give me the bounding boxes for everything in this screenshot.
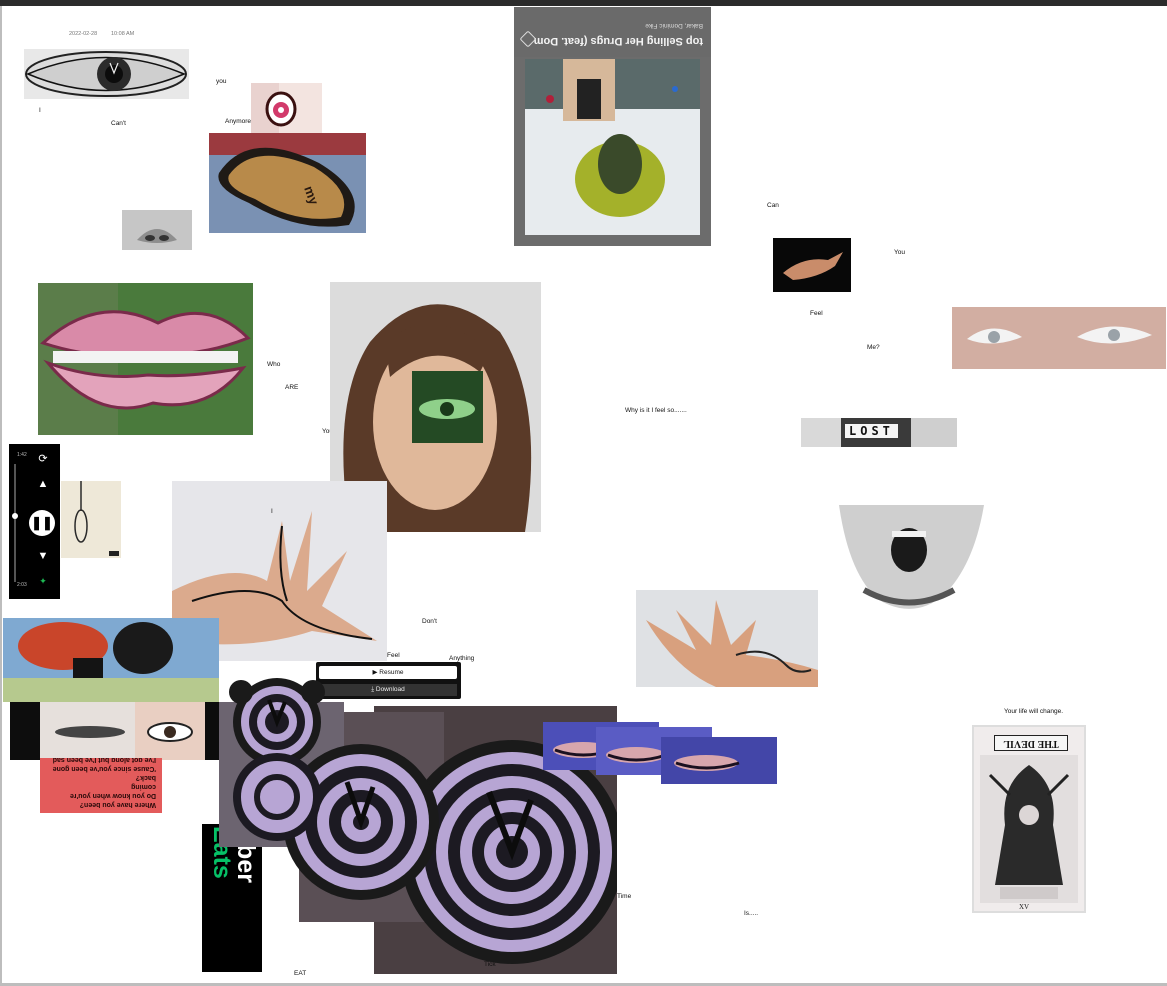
word-eat: EAT — [294, 970, 307, 977]
screaming-face-image — [834, 505, 989, 616]
repeat-icon[interactable]: ⟳ — [38, 453, 48, 465]
player-progress-knob[interactable] — [12, 513, 18, 519]
lips-painting-image — [38, 283, 253, 435]
hand-dark-image — [773, 238, 851, 292]
word-dont: Don't — [422, 618, 437, 625]
word-tick: Tick — [484, 961, 496, 968]
lyrics-line-3: back? — [135, 774, 156, 781]
word-are: ARE — [285, 384, 299, 391]
word-anymore: Anymore — [225, 118, 252, 125]
word-i-top: I — [39, 107, 41, 114]
word-i-hand: I — [271, 508, 273, 515]
lyrics-line-2: Do you know when you're coming — [69, 783, 156, 799]
word-you-mid: You — [322, 428, 333, 435]
player-progress-track[interactable] — [14, 464, 16, 582]
tattooed-hand-image — [636, 590, 818, 687]
word-you-top: you — [216, 78, 227, 85]
top-bar — [0, 0, 1167, 6]
canvas-bottom-edge — [0, 983, 1167, 986]
eye-drawing-svg — [25, 51, 187, 97]
word-feel-bottom: Feel — [387, 652, 400, 659]
tarot-numeral: XV — [1019, 903, 1030, 911]
anime-eye-image — [251, 83, 322, 133]
green-eye-inset-image — [412, 371, 483, 443]
lyrics-card: Where have you been? Do you know when yo… — [40, 758, 162, 813]
uber-eats-logo: Uber Eats — [202, 824, 262, 972]
media-player-strip: 1:42 2:03 ⟳ ▲ ❚❚ ▼ ✦ — [9, 444, 60, 599]
word-me: Me? — [867, 344, 880, 351]
word-who: Who — [267, 361, 281, 368]
song-cover-card: top Selling Her Drugs (feat. Dom Bakar, … — [514, 7, 711, 246]
white-lash-eyes-image — [952, 307, 1166, 369]
eye-drawing-image — [24, 49, 189, 99]
date-stamp: 2022-02-28 — [69, 31, 98, 37]
lyrics-line-4: 'Cause since you've been gone — [52, 765, 156, 772]
resume-button[interactable]: ▶ Resume — [319, 666, 457, 679]
word-can: Can — [767, 202, 779, 209]
lyrics-line-5: I've got along but I've been sad — [52, 758, 156, 763]
download-label: Download — [375, 686, 405, 693]
shuffle-icon[interactable]: ✦ — [39, 576, 47, 586]
spiral-clocks-collage — [219, 678, 617, 974]
lost-label-image: LOST — [801, 418, 957, 447]
spiral-clock-medium — [283, 744, 439, 900]
word-is: Is..... — [744, 910, 759, 917]
drawn-hand-image — [172, 481, 387, 661]
song-title: top Selling Her Drugs (feat. Dom — [533, 35, 703, 47]
player-total-time: 2:03 — [17, 582, 27, 588]
noose-album-image — [61, 481, 121, 558]
lyrics-line-1: Where have you been? — [79, 801, 156, 808]
next-track-icon[interactable]: ▼ — [37, 550, 49, 562]
galaxy-eye-3-image — [661, 737, 777, 784]
song-cover-art — [525, 59, 700, 235]
tarot-title: THE DEVIL — [994, 735, 1068, 751]
download-button[interactable]: ⤓ Download — [319, 684, 457, 696]
resume-label: Resume — [379, 669, 404, 676]
spiral-clock-small — [229, 678, 325, 841]
pause-button[interactable]: ❚❚ — [29, 510, 55, 536]
tarot-card-devil: THE DEVIL XV — [972, 725, 1086, 913]
nose-sketch-image — [122, 210, 192, 250]
lyrics-text-block: Where have you been? Do you know when yo… — [40, 758, 162, 813]
canvas-left-edge — [0, 6, 2, 986]
download-panel: ▶ Resume ⤓ Download — [316, 662, 461, 699]
eyes-strip-image — [10, 702, 220, 760]
word-you-right: You — [894, 249, 905, 256]
time-stamp: 10:08 AM — [111, 31, 135, 37]
silhouette-painting-image — [3, 618, 219, 702]
player-elapsed-time: 1:42 — [17, 452, 27, 458]
word-feel-right: Feel — [810, 310, 823, 317]
word-why: Why is it I feel so....... — [625, 407, 687, 414]
song-artist: Bakar, Dominic Fike — [645, 22, 703, 29]
word-cant: Can't — [111, 120, 126, 127]
word-your-life: Your life will change. — [1004, 708, 1064, 715]
word-anything: Anything — [449, 655, 475, 662]
song-card-header: top Selling Her Drugs (feat. Dom Bakar, … — [514, 7, 711, 57]
svg-text:my: my — [301, 184, 322, 208]
shoe-sole-image: my — [209, 133, 366, 233]
previous-track-icon[interactable]: ▲ — [37, 478, 49, 490]
spiral-clock-large — [400, 740, 617, 964]
tarot-illustration — [980, 755, 1078, 903]
word-time: Time — [617, 893, 632, 900]
lost-text: LOST — [845, 424, 898, 438]
